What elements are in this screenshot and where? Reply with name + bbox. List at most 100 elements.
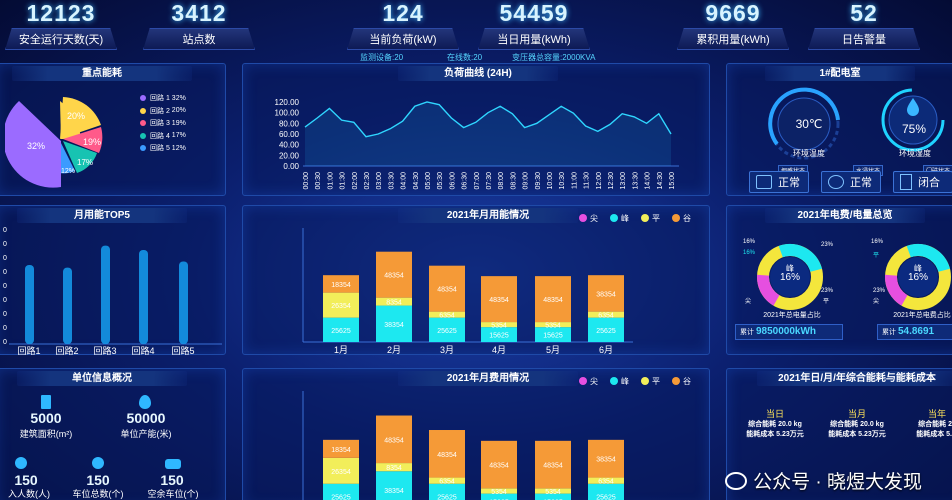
data-label: 48354 <box>437 452 457 459</box>
donut1-label: 16% <box>743 250 756 256</box>
legend-label: 峰 <box>621 376 629 386</box>
data-label: 26354 <box>331 469 351 476</box>
y-tick-label: 0 <box>3 283 7 290</box>
y-tick-label: 100.00 <box>275 109 300 118</box>
monitor-count: 监测设备:20 <box>360 53 404 62</box>
y-tick-label: 0.00 <box>283 162 299 171</box>
x-tick-label: 09:00 <box>523 172 530 190</box>
donut2-label: 平 <box>873 253 880 259</box>
stack-segment <box>588 275 624 312</box>
x-tick-label: 02:30 <box>364 172 371 190</box>
month-period: 当月 <box>847 409 866 419</box>
pie-label: 32% <box>27 141 45 151</box>
stack-segment <box>481 493 517 500</box>
x-tick-label: 02:00 <box>352 172 359 190</box>
legend-swatch <box>579 377 587 385</box>
building-area-label: 建筑面积(m²) <box>19 429 73 439</box>
donut2-label: 23% <box>873 288 886 294</box>
legend-swatch <box>140 120 146 127</box>
energy-pie-chart: 20% 32% 19% 17% 12% <box>5 97 103 188</box>
x-tick-label: 10:30 <box>559 172 566 190</box>
data-label: 48354 <box>543 297 563 304</box>
panel-title: 2021年月费用情况 <box>398 371 578 386</box>
humidity-label: 环境湿度 <box>899 149 931 158</box>
stack-segment <box>429 265 465 312</box>
people-label: 入人数(人) <box>8 489 50 499</box>
stack-segment <box>481 327 517 342</box>
stack-segment <box>535 488 571 494</box>
panel-monthly-cost: 2021年月费用情况 2562526354183541月383548354483… <box>242 368 710 500</box>
x-tick-label: 2月 <box>387 345 401 355</box>
pie-slice-5 <box>59 143 75 174</box>
legend-swatch <box>579 214 587 222</box>
x-tick-label: 1月 <box>334 345 348 355</box>
data-label: 38354 <box>384 488 404 495</box>
x-tick-label: 01:00 <box>327 172 334 190</box>
stack-segment <box>588 439 624 478</box>
top5-bar <box>63 267 72 344</box>
x-tick-label: 05:00 <box>425 172 432 190</box>
top5-bar-chart: 0 0 0 0 0 0 0 0 0 回路1 回路2 回路3 回路4 回路5 <box>3 227 222 356</box>
stack-segment <box>481 276 517 323</box>
stack-segment <box>323 317 359 342</box>
parking-icon <box>92 457 104 469</box>
panel-key-energy: 重点能耗 20% 32% 19% 17% 12% 回路 1 32% 回路 2 2… <box>0 63 226 196</box>
donut2-label: 尖 <box>873 299 880 305</box>
data-label: 48354 <box>543 463 563 470</box>
stack-segment <box>588 317 624 342</box>
stack-segment <box>323 292 359 318</box>
kpi-value: 3412 <box>171 0 227 26</box>
x-tick-label: 08:30 <box>510 172 517 190</box>
capacity-value: 50000 <box>126 410 166 426</box>
y-tick-label: 0 <box>3 227 7 234</box>
data-label: 15625 <box>489 333 509 340</box>
car-icon <box>165 459 181 469</box>
data-label: 25625 <box>437 328 457 335</box>
data-label: 25625 <box>331 494 351 500</box>
legend-item: 回路 3 19% <box>140 117 186 130</box>
month-energy: 综合能耗 20.0 kg <box>830 421 884 428</box>
year-energy: 综合能耗 20.0 kg <box>918 421 952 428</box>
x-tick-label: 03:00 <box>376 172 383 190</box>
kpi-label: 站点数 <box>182 34 216 46</box>
pie-slice-2 <box>60 97 101 139</box>
donut2-center-pct: 16% <box>907 272 928 283</box>
legend-swatch <box>140 95 146 102</box>
data-label: 18354 <box>331 282 351 289</box>
panel-title: 2021年日/月/年综合能耗与能耗成本 <box>757 371 952 386</box>
y-tick-label: 0 <box>3 255 7 262</box>
humidity-value: 75% <box>901 122 927 136</box>
x-tick-label: 回路5 <box>171 345 194 356</box>
monthly-energy-chart: 25625 26354 18354 1月 38354 8354 48354 2月 25625 63… <box>302 213 691 355</box>
transformer-capacity: 变压器总容量:2000KVA <box>512 53 596 62</box>
stack-segment <box>429 311 465 318</box>
donut1-label: 23% <box>821 288 834 294</box>
kpi-value: 52 <box>850 0 878 26</box>
data-label: 25625 <box>437 494 457 500</box>
stack-segment <box>323 275 359 293</box>
panel-unit-info: 单位信息概况 5000 建筑面积(m²) 50000 单位产能(米) 150 入… <box>0 368 226 500</box>
door-icon <box>900 174 912 190</box>
stack-segment <box>429 477 465 484</box>
stack-segment <box>535 327 571 342</box>
y-tick-label: 0 <box>3 241 7 248</box>
legend-swatch <box>641 214 649 222</box>
pie-label: 17% <box>77 158 93 167</box>
x-tick-label: 15:00 <box>669 172 676 190</box>
donut1-total: 累计 9850000kWh <box>735 324 843 340</box>
stack-segment <box>588 311 624 318</box>
legend-swatch <box>610 377 618 385</box>
pie-slice-4 <box>63 141 97 173</box>
stack-segment <box>429 317 465 342</box>
x-tick-label: 11:30 <box>584 172 591 189</box>
daily-period: 当日 <box>765 409 784 419</box>
kpi-daily-usage: 54459 当日用量(kWh) <box>478 0 590 50</box>
smoke-icon <box>756 175 772 189</box>
fee-donut <box>885 244 951 310</box>
stack-segment <box>376 305 412 342</box>
water-icon <box>828 175 844 189</box>
x-tick-label: 回路4 <box>131 345 154 356</box>
donut1-center-pct: 16% <box>779 272 800 283</box>
top5-bar <box>101 245 110 344</box>
temperature-value: 30℃ <box>795 117 823 131</box>
